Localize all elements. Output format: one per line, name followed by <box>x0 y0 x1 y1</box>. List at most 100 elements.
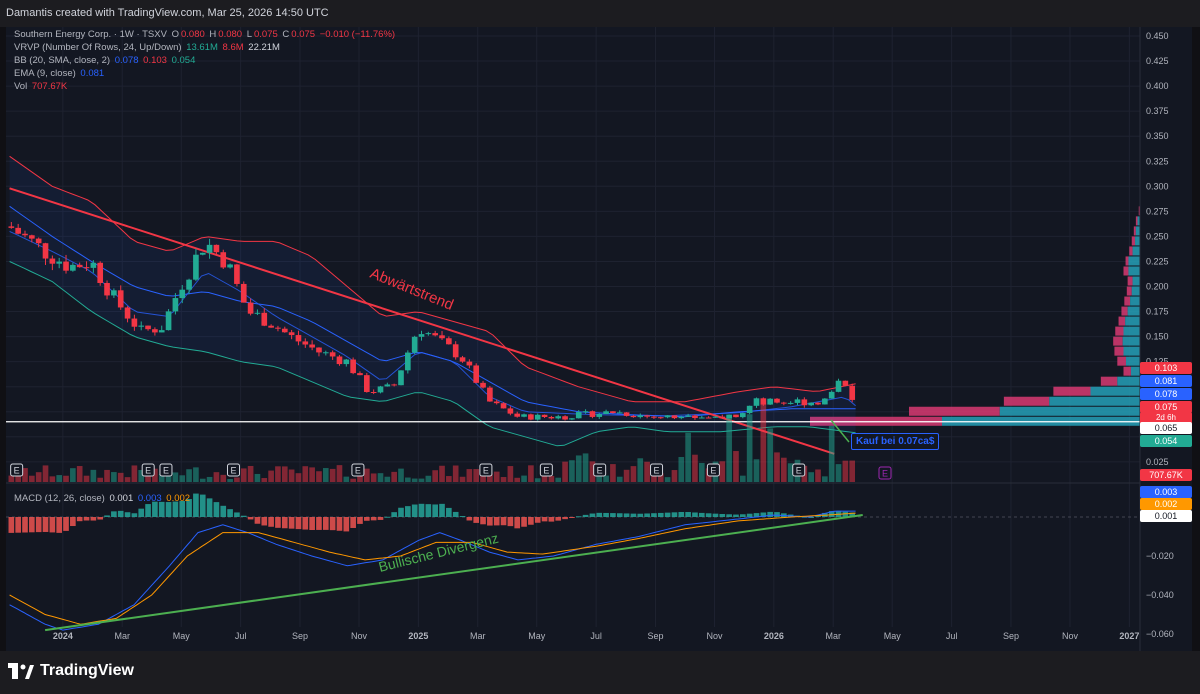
macd-tick-2: −0.060 <box>1146 629 1174 639</box>
volume-bars <box>8 403 856 482</box>
tag-buy-line: 0.065 <box>1140 422 1192 434</box>
vrvp-up-18 <box>1090 386 1140 396</box>
macd-pane <box>6 493 1140 632</box>
earnings-marker-7 <box>593 463 607 477</box>
macd-hist-37 <box>261 517 268 526</box>
macd-hist-29 <box>206 498 213 517</box>
time-tick-12: 2026 <box>764 631 784 641</box>
price-tick-3: 0.375 <box>1146 106 1169 116</box>
volume-bar-106 <box>733 451 739 482</box>
earnings-label-1: E <box>145 466 151 476</box>
macd-hist-65 <box>452 511 459 517</box>
volume-bar-63 <box>439 465 445 482</box>
vrvp-up-11 <box>1125 316 1140 326</box>
volume-bar-14 <box>104 469 110 482</box>
macd-hist-94 <box>651 513 657 517</box>
vrvp-up-7 <box>1132 276 1140 286</box>
volume-bar-53 <box>370 473 377 482</box>
macd-hist-44 <box>309 517 315 531</box>
macd-hist-54 <box>377 517 384 520</box>
candle-103 <box>712 416 719 418</box>
volume-bar-15 <box>111 472 117 482</box>
candle-76 <box>528 414 534 420</box>
volume-bar-104 <box>719 461 726 482</box>
volume-bar-119 <box>822 476 828 482</box>
candle-117 <box>808 402 814 406</box>
volume-bar-35 <box>247 465 254 482</box>
macd-hist-93 <box>644 513 650 517</box>
macd-hist-86 <box>596 512 603 517</box>
volume-bar-49 <box>343 476 350 482</box>
macd-hist-33 <box>234 512 240 517</box>
candle-70 <box>487 387 493 402</box>
volume-bar-112 <box>774 452 780 482</box>
volume-bar-95 <box>657 473 664 482</box>
macd-hist-74 <box>514 517 521 529</box>
time-tick-4: Sep <box>292 631 308 641</box>
macd-hist-63 <box>439 503 445 517</box>
earnings-marker-9 <box>706 463 720 477</box>
price-tick-11: 0.175 <box>1146 307 1169 317</box>
time-tick-14: May <box>884 631 902 641</box>
macd-hist-25 <box>179 500 186 517</box>
time-tick-7: Mar <box>470 631 486 641</box>
candle-96 <box>664 415 671 418</box>
volume-bar-33 <box>234 477 240 482</box>
candle-42 <box>295 335 302 342</box>
candle-41 <box>288 332 295 336</box>
vrvp-down-17 <box>1100 376 1118 386</box>
candle-107 <box>739 413 746 418</box>
candle-111 <box>767 398 773 405</box>
volume-bar-7 <box>56 475 63 482</box>
candle-18 <box>131 318 138 327</box>
bb-upper-line <box>9 155 856 403</box>
bb-area <box>9 156 856 446</box>
macd-hist-35 <box>247 517 254 520</box>
macd-tick-1: −0.040 <box>1146 590 1174 600</box>
earnings-marker-5 <box>479 463 493 477</box>
time-tick-18: 2027 <box>1119 631 1139 641</box>
volume-bar-79 <box>548 475 555 482</box>
time-tick-0: 2024 <box>53 631 73 641</box>
price-tick-13: 0.125 <box>1146 357 1169 367</box>
candle-26 <box>186 279 192 290</box>
vrvp-down-20 <box>909 406 1000 416</box>
earnings-label-2: E <box>163 466 169 476</box>
macd-hist-97 <box>671 512 678 517</box>
volume-bar-2 <box>22 468 28 482</box>
volume-bar-27 <box>193 467 199 482</box>
macd-hist-98 <box>678 511 685 517</box>
macd-hist-95 <box>657 512 664 517</box>
vrvp-down-8 <box>1126 286 1132 296</box>
legend-row-vrvp: VRVP (Number Of Rows, 24, Up/Down) 13.61… <box>14 42 280 53</box>
vrvp-up-5 <box>1128 256 1140 266</box>
volume-bar-80 <box>555 477 562 482</box>
candle-88 <box>610 411 616 414</box>
axes: 0.450 0.425 0.400 0.375 0.350 0.325 0.300 0.275… <box>53 27 1174 651</box>
macd-hist-56 <box>391 512 397 517</box>
bb-lower-line <box>9 261 856 447</box>
macd-hist-64 <box>446 507 452 517</box>
price-tick-7: 0.275 <box>1146 206 1169 216</box>
candle-94 <box>651 416 657 418</box>
tradingview-logo[interactable]: TradingView <box>8 662 134 680</box>
price-tick-14: 0.025 <box>1146 457 1169 467</box>
macd-hist-41 <box>288 517 295 529</box>
macd-hist-61 <box>425 504 432 517</box>
time-tick-1: Mar <box>114 631 130 641</box>
vrvp-down-11 <box>1118 316 1126 326</box>
volume-bar-108 <box>746 414 753 482</box>
volume-bar-57 <box>398 468 404 482</box>
candle-30 <box>213 244 220 253</box>
candle-53 <box>370 391 377 393</box>
indicator-lines <box>6 155 1140 455</box>
candle-2 <box>22 233 28 236</box>
macd-hist-73 <box>507 517 514 527</box>
volume-bar-45 <box>316 471 322 482</box>
candle-87 <box>603 411 609 414</box>
volume-bar-81 <box>562 461 568 482</box>
tag-bb-basis: 0.078 <box>1140 388 1192 400</box>
macd-hist-24 <box>172 501 179 517</box>
